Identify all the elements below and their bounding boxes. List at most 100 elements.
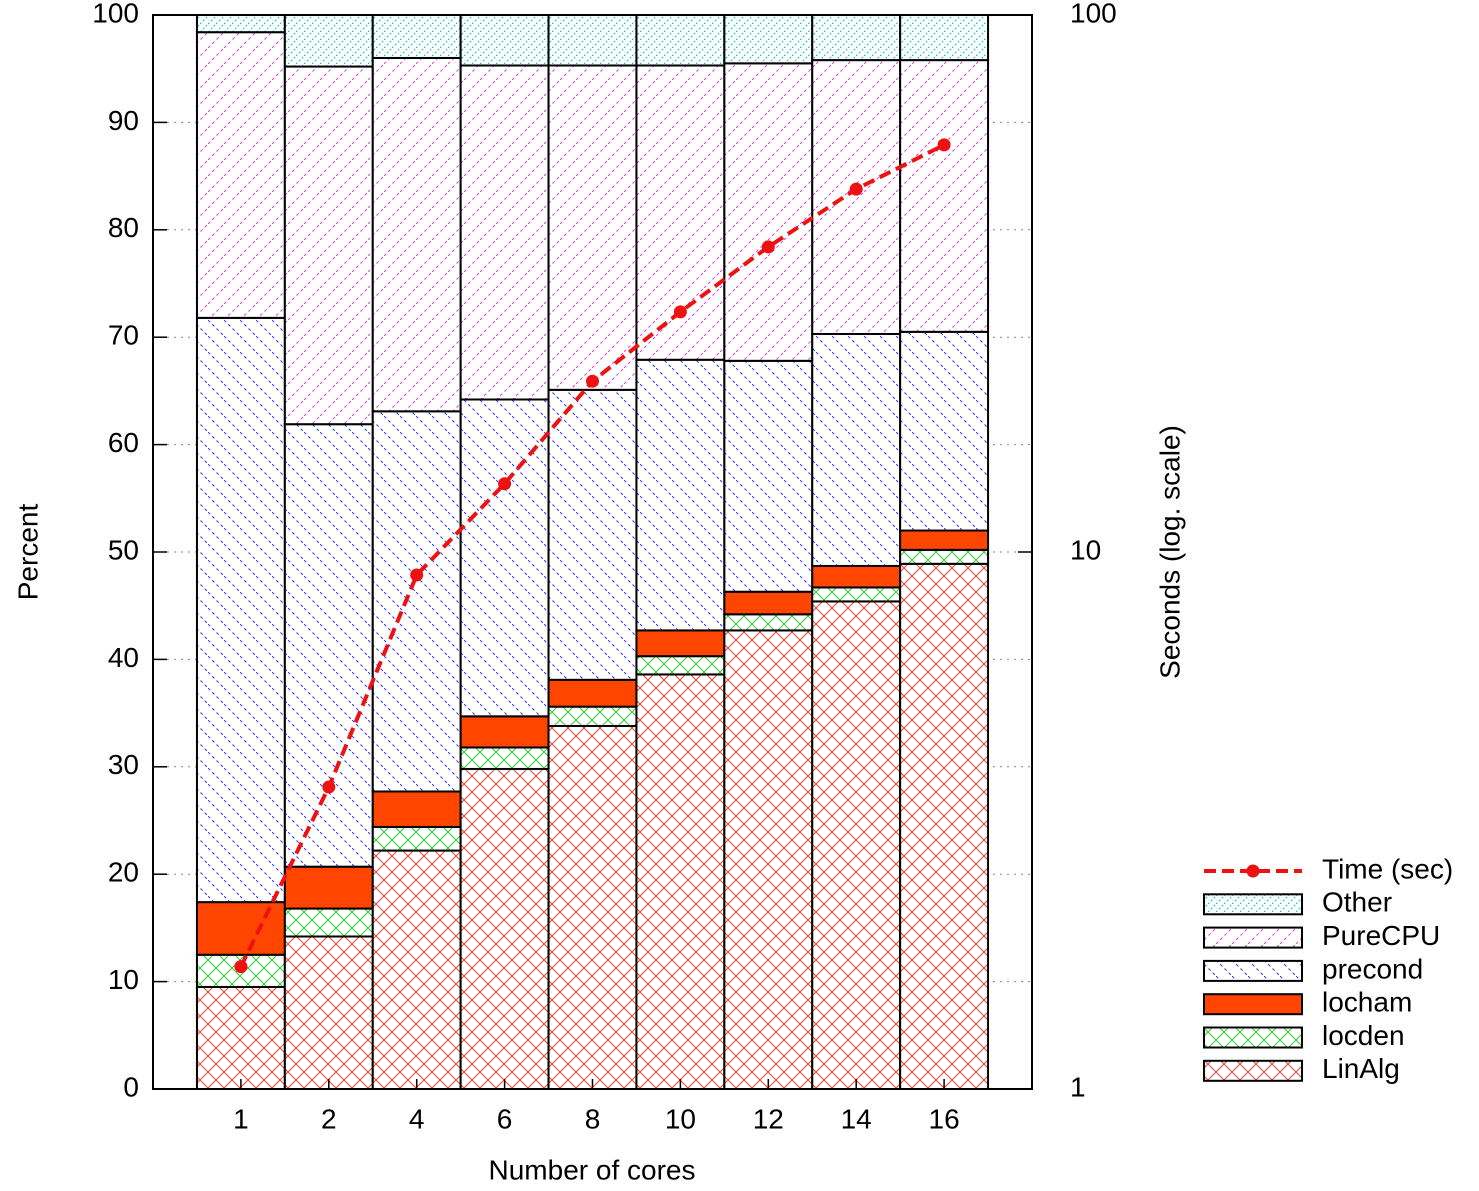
plot-frame [152, 14, 1033, 1090]
bar-segment [547, 724, 638, 1090]
y-tick-label: 30 [108, 749, 139, 780]
time-point [586, 374, 599, 388]
bar-segment [723, 359, 814, 593]
bar-segment [459, 64, 550, 401]
legend-label: Other [1322, 887, 1392, 918]
bar-segment [283, 865, 374, 910]
time-point [937, 138, 951, 152]
bar-segment [371, 790, 462, 828]
bar-segment [547, 388, 638, 681]
y-tick-label: 80 [108, 212, 139, 243]
legend-swatch [1203, 1059, 1303, 1082]
y2-axis-label: Seconds (log. scale) [1154, 425, 1185, 679]
bar-segment [547, 14, 638, 67]
y-tick-label: 40 [108, 642, 139, 673]
x-axis-label: Number of cores [489, 1154, 696, 1185]
legend-label: locden [1322, 1020, 1405, 1051]
legend-label: precond [1322, 953, 1423, 984]
time-point [498, 477, 512, 491]
bar-segment [811, 586, 902, 603]
bar-segment [371, 410, 462, 793]
bar-segment [811, 600, 902, 1090]
bar-segment [899, 59, 990, 333]
bar-segment [811, 564, 902, 589]
bar-segment [899, 548, 990, 565]
time-point [761, 240, 775, 254]
y-tick-label: 70 [108, 320, 139, 351]
bar-segment [723, 613, 814, 632]
y-tick-label: 0 [123, 1071, 139, 1102]
bar-segment [635, 629, 726, 658]
bar-segment [283, 423, 374, 868]
bar-segment [899, 562, 990, 1090]
legend-marker [1246, 864, 1260, 878]
bar-segment [635, 358, 726, 632]
legend-label: locham [1322, 987, 1412, 1018]
y-tick-label: 90 [108, 105, 139, 136]
bar-segment [195, 901, 286, 956]
legend-swatch [1203, 1026, 1303, 1049]
bar-segment [283, 14, 374, 68]
legend-label: LinAlg [1322, 1053, 1400, 1084]
bar-segment [195, 31, 286, 319]
bar-segment [371, 849, 462, 1091]
bar-segment [283, 907, 374, 938]
y-tick-label: 10 [108, 964, 139, 995]
y-axis-label: Percent [12, 504, 43, 601]
legend-swatch [1203, 993, 1303, 1016]
bar-segment [195, 14, 286, 34]
x-tick-label: 10 [665, 1103, 696, 1134]
bar-segment [371, 56, 462, 413]
y-tick-label: 100 [92, 0, 139, 28]
legend-swatch [1203, 926, 1303, 949]
bar-segment [635, 14, 726, 67]
bar-segment [811, 14, 902, 62]
bar-segment [635, 673, 726, 1090]
x-tick-label: 4 [409, 1103, 425, 1134]
bar-segment [899, 14, 990, 62]
x-tick-label: 8 [585, 1103, 601, 1134]
y2-tick-label: 100 [1070, 0, 1117, 28]
bar-segment [899, 330, 990, 532]
bar-segment [371, 825, 462, 852]
bar-segment [371, 14, 462, 59]
x-tick-label: 6 [497, 1103, 513, 1134]
bar-segment [811, 332, 902, 567]
legend-swatch [1203, 893, 1303, 916]
bar-segment [459, 715, 550, 749]
legend-swatch [1203, 959, 1303, 982]
bar-segment [723, 629, 814, 1090]
time-point [849, 182, 863, 196]
bar-segment [459, 14, 550, 67]
bar-segment [811, 59, 902, 335]
bar-segment [723, 590, 814, 616]
time-point [673, 305, 687, 319]
bar-segment [899, 529, 990, 551]
x-tick-label: 12 [753, 1103, 784, 1134]
time-point [322, 780, 336, 794]
bar-segment [635, 655, 726, 676]
bar-segment [195, 985, 286, 1090]
bar-segment [283, 65, 374, 426]
x-tick-label: 2 [321, 1103, 337, 1134]
bar-segment [195, 316, 286, 904]
bar-segment [459, 746, 550, 770]
bar-segment [459, 767, 550, 1090]
bar-segment [547, 705, 638, 727]
y2-tick-label: 1 [1070, 1071, 1086, 1102]
y-tick-label: 60 [108, 427, 139, 458]
bar-segment [547, 678, 638, 708]
bar-segment [723, 14, 814, 65]
x-tick-label: 16 [929, 1103, 960, 1134]
bar-segment [547, 64, 638, 391]
time-point [234, 960, 248, 974]
time-point [410, 568, 424, 582]
x-tick-label: 14 [841, 1103, 872, 1134]
y2-tick-label: 10 [1070, 534, 1101, 565]
bar-segment [283, 935, 374, 1090]
y-tick-label: 20 [108, 857, 139, 888]
legend-label: Time (sec) [1322, 853, 1453, 884]
bar-segment [723, 62, 814, 362]
legend-label: PureCPU [1322, 920, 1440, 951]
